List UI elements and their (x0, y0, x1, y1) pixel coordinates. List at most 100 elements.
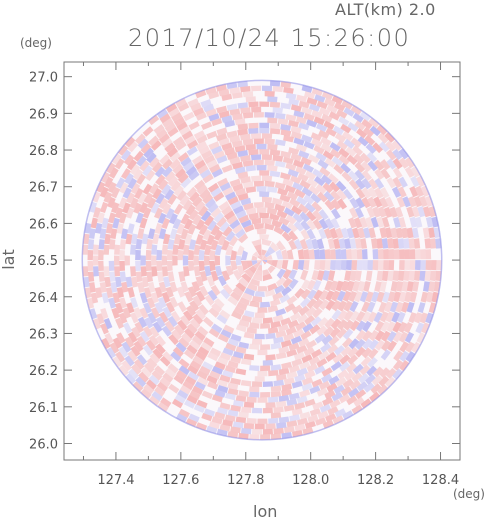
radar-cell (82, 244, 89, 255)
radar-cell (338, 154, 350, 166)
radar-cell (329, 142, 341, 152)
radar-cell (277, 118, 289, 125)
radar-cell (283, 404, 295, 412)
radar-cell (150, 140, 162, 151)
radar-cell (196, 134, 208, 144)
radar-cell (223, 210, 235, 221)
radar-cell (119, 239, 126, 250)
radar-cell (290, 125, 302, 134)
radar-cell (112, 356, 123, 368)
radar-cell (334, 132, 347, 143)
radar-cell (367, 357, 378, 368)
radar-cell (150, 292, 159, 304)
radar-cell (197, 346, 210, 357)
radar-cell (186, 186, 197, 198)
radar-cell (203, 408, 215, 417)
radar-cell (151, 244, 158, 255)
radar-cell (232, 223, 243, 234)
radar-cell (118, 365, 129, 377)
radar-cell (276, 400, 287, 408)
radar-cell (267, 246, 276, 255)
radar-cell (337, 198, 348, 210)
radar-cell (419, 195, 428, 207)
radar-cell (269, 122, 281, 130)
radar-cell (238, 411, 249, 419)
radar-cell (268, 396, 279, 403)
radar-cell (140, 266, 147, 277)
radar-cell (311, 87, 323, 96)
radar-cell (314, 365, 326, 375)
radar-cell (146, 297, 156, 309)
radar-cell (142, 344, 153, 356)
radar-cell (129, 164, 140, 176)
radar-cell (191, 385, 204, 395)
radar-cell (216, 105, 228, 114)
radar-cell (355, 311, 366, 323)
radar-cell (111, 153, 122, 165)
radar-cell (271, 260, 278, 268)
radar-cell (376, 216, 385, 228)
radar-cell (329, 181, 340, 193)
radar-cell (133, 150, 144, 162)
radar-cell (229, 156, 241, 165)
radar-cell (227, 382, 239, 390)
radar-cell (355, 329, 366, 341)
radar-cell (95, 287, 103, 299)
radar-cell (324, 260, 331, 271)
radar-cell (179, 125, 191, 136)
radar-cell (199, 188, 211, 200)
radar-cell (371, 291, 380, 303)
radar-cell (185, 165, 197, 177)
radar-cell (376, 291, 385, 303)
radar-cell (338, 147, 350, 159)
radar-cell (372, 366, 384, 378)
radar-cell (251, 429, 262, 435)
radar-cell (112, 337, 123, 349)
radar-cell (120, 228, 128, 240)
radar-cell (368, 178, 379, 190)
radar-disk (82, 80, 442, 440)
radar-cell (262, 257, 268, 261)
radar-cell (340, 260, 347, 271)
radar-cell (82, 266, 89, 277)
radar-cell (282, 156, 294, 165)
radar-cell (309, 103, 321, 112)
radar-cell (290, 153, 302, 162)
radar-cell (419, 312, 428, 324)
radar-cell (257, 286, 268, 292)
radar-cell (193, 130, 205, 140)
radar-cell (312, 168, 324, 179)
radar-cell (286, 349, 298, 358)
radar-cell (209, 250, 216, 261)
radar-cell (272, 292, 284, 301)
radar-cell (182, 199, 193, 211)
radar-cell (424, 195, 434, 207)
radar-cell (195, 309, 206, 320)
radar-cell (130, 266, 137, 277)
radar-cell (214, 298, 225, 309)
radar-cell (195, 290, 206, 302)
radar-cell (321, 373, 333, 383)
radar-cell (425, 249, 432, 260)
radar-cell (162, 117, 174, 128)
radar-cell (269, 101, 281, 108)
radar-cell (176, 190, 187, 201)
radar-cell (361, 161, 372, 172)
radar-cell (280, 150, 292, 159)
radar-cell (204, 244, 212, 256)
radar-cell (219, 402, 231, 410)
radar-cell (236, 255, 242, 266)
radar-cell (235, 368, 247, 376)
radar-cell (107, 181, 117, 194)
radar-cell (131, 363, 142, 375)
radar-cell (284, 303, 296, 313)
radar-cell (188, 209, 199, 221)
radar-cell (262, 381, 274, 387)
radar-cell (409, 291, 418, 303)
radar-cell (157, 402, 169, 412)
radar-cell (140, 388, 152, 400)
radar-cell (186, 344, 198, 355)
radar-cell (134, 187, 144, 200)
radar-cell (286, 371, 298, 379)
radar-cell (392, 176, 402, 189)
